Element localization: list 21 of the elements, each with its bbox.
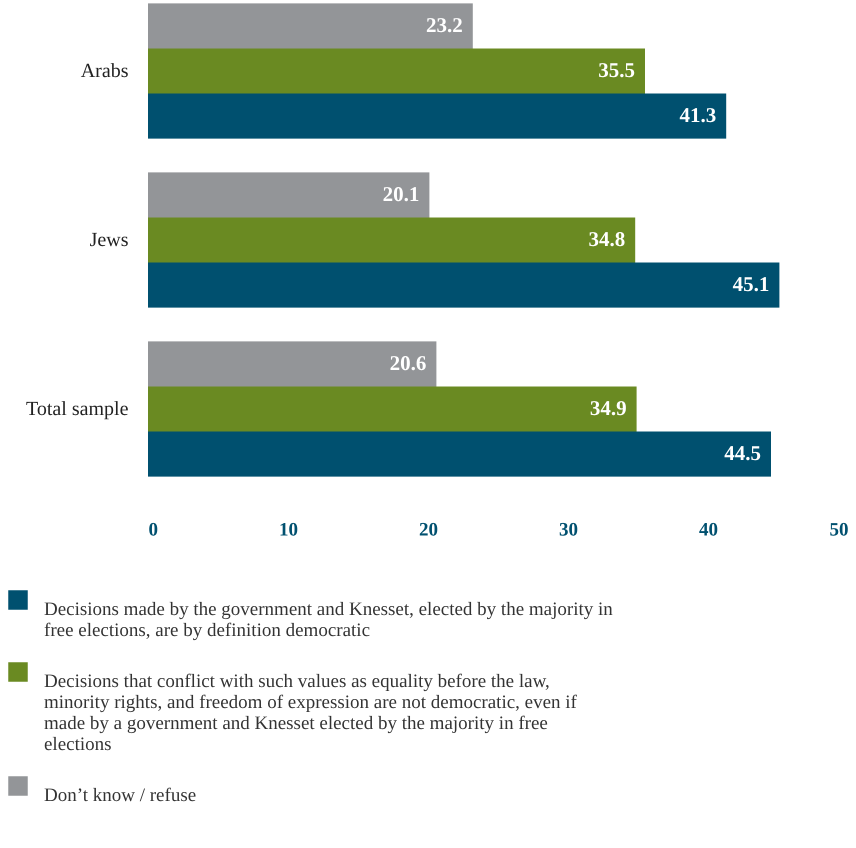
y-tick-label: Jews (90, 229, 129, 251)
data-label: 34.8 (588, 227, 626, 251)
x-tick-label: 10 (279, 520, 298, 540)
data-label: 44.5 (724, 441, 761, 466)
y-tick-label: Total sample (26, 398, 129, 420)
x-tick-label: 30 (559, 520, 578, 540)
data-label: 20.6 (390, 350, 426, 375)
x-tick-label: 20 (419, 520, 438, 540)
y-tick-label: Arabs (80, 60, 129, 82)
data-label: 45.1 (732, 272, 770, 296)
x-tick-label: 40 (699, 520, 718, 540)
legend-label: Decisions that conflict with such values as equality before the law, minority rights, and freedom of expression are not democratic, even if made by a government and Knesset elected by the majority in free elections (44, 671, 578, 755)
legend-label: Don’t know / refuse (44, 785, 196, 806)
data-label: 20.1 (382, 182, 420, 206)
data-label: 34.9 (590, 396, 627, 420)
x-tick-label: 0 (148, 520, 158, 540)
data-label: 41.3 (679, 103, 716, 128)
x-tick-label: 50 (830, 520, 848, 540)
data-label: 23.2 (426, 12, 463, 37)
data-label: 35.5 (598, 58, 635, 82)
legend-label: Decisions made by the government and Knesset, elected by the majority in free elections, are by definition democratic (44, 599, 614, 641)
